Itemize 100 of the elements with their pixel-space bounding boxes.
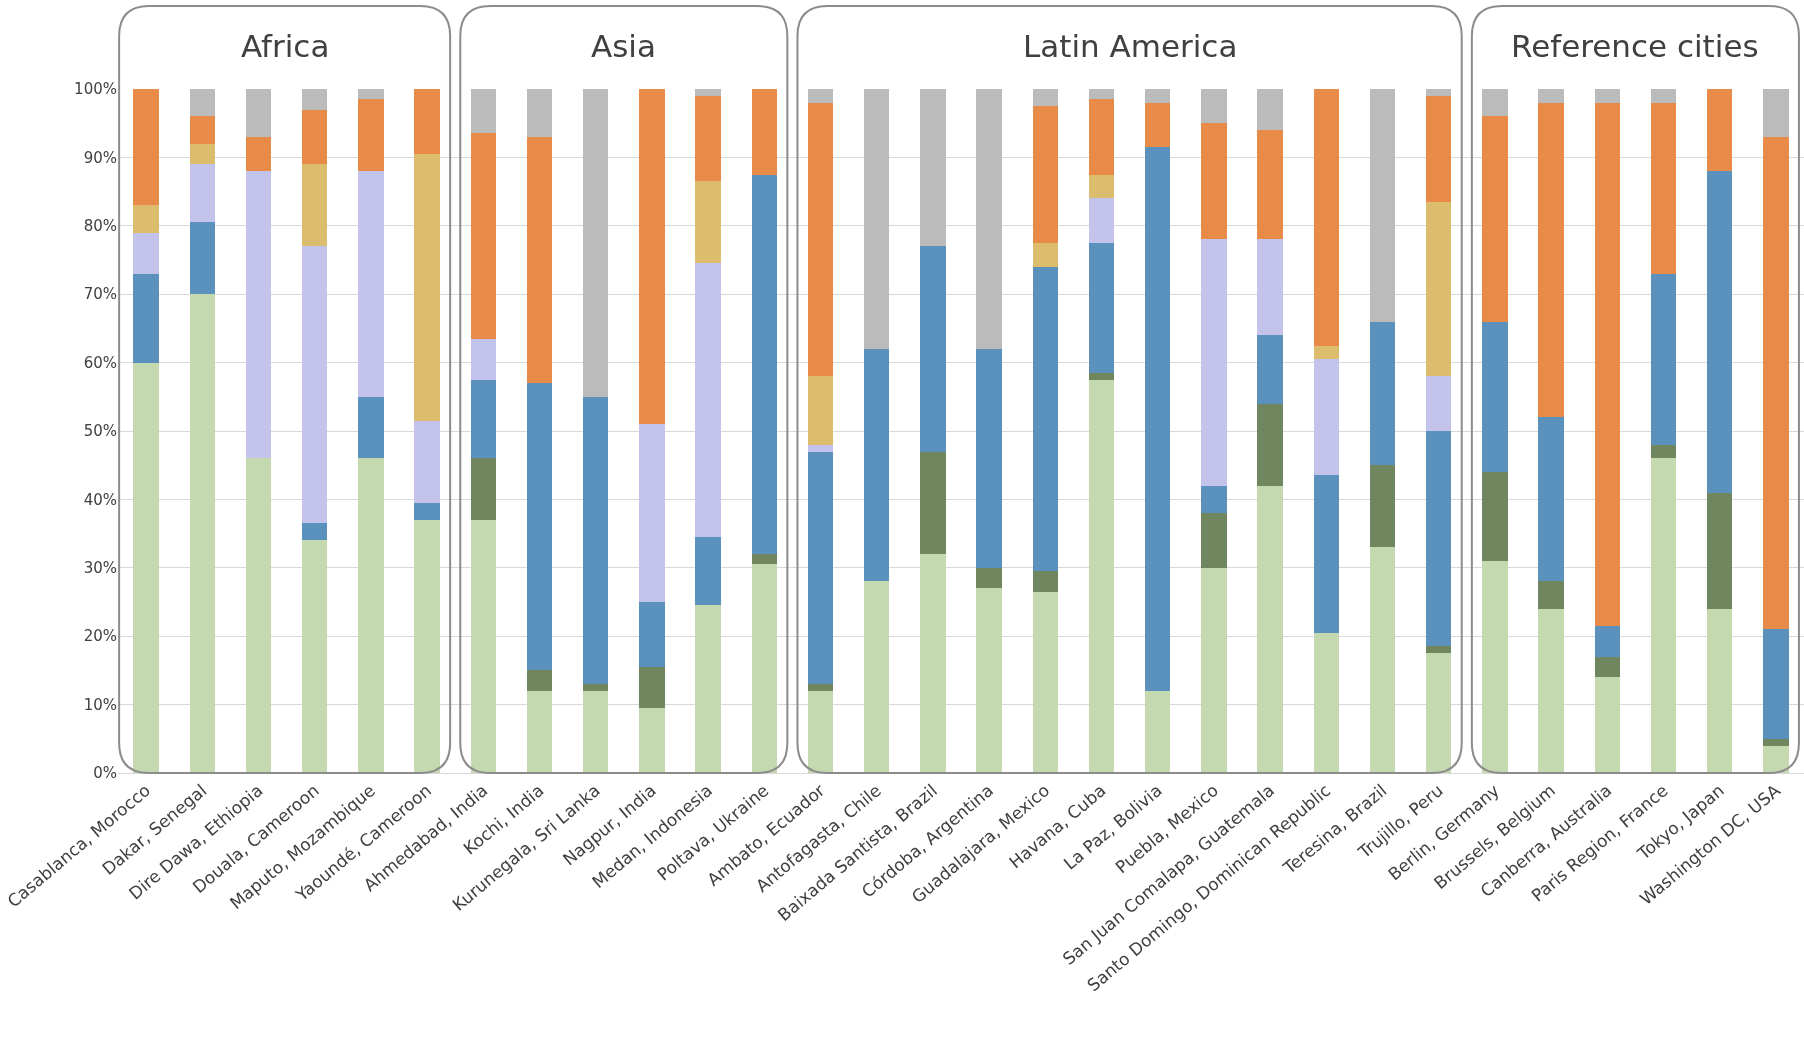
bar (864, 581, 890, 773)
bar (302, 540, 328, 773)
bar (639, 666, 665, 709)
bar (1313, 345, 1339, 360)
bar (133, 205, 159, 233)
bar (807, 89, 834, 103)
bar (1088, 99, 1115, 175)
bar (1763, 89, 1789, 137)
bar (1707, 608, 1733, 773)
bar (414, 519, 440, 773)
bar (133, 273, 159, 363)
bar (133, 232, 159, 274)
bar (807, 102, 834, 377)
bar (1032, 242, 1058, 267)
bar (245, 89, 272, 137)
bar (583, 396, 609, 685)
y-tick-label: 10% (83, 695, 117, 714)
bar (1145, 102, 1171, 148)
bar (526, 383, 553, 671)
bar (1594, 625, 1620, 657)
bar (189, 143, 215, 165)
bar (695, 537, 721, 606)
bar (358, 89, 384, 100)
text: Reference cities (1511, 28, 1759, 64)
bar (1145, 89, 1171, 103)
bar (1594, 102, 1620, 626)
bar (1763, 136, 1789, 630)
bar (470, 458, 496, 520)
bar (1707, 171, 1733, 493)
y-tick-label: 100% (74, 80, 117, 99)
bar (695, 605, 721, 773)
bar (1426, 431, 1452, 647)
bar (1088, 242, 1115, 373)
bar (1538, 608, 1564, 773)
bar (1201, 567, 1227, 773)
bar (358, 171, 384, 397)
bar (133, 89, 159, 206)
bar (1145, 690, 1171, 773)
bar (751, 554, 777, 565)
bar (583, 690, 609, 773)
bar (414, 89, 440, 154)
bar (302, 164, 328, 247)
bar (1538, 102, 1564, 418)
bar (1650, 444, 1677, 459)
bar (1594, 89, 1620, 103)
bar (1313, 475, 1339, 633)
bar (695, 263, 721, 538)
y-tick-label: 40% (83, 490, 117, 509)
bar (695, 95, 721, 182)
bar (302, 109, 328, 165)
bar (245, 136, 272, 172)
bar (976, 567, 1002, 589)
bar (526, 136, 553, 384)
y-tick-label: 60% (83, 353, 117, 372)
bar (1707, 89, 1733, 172)
bar (1538, 417, 1564, 582)
text: Latin America (1023, 28, 1238, 64)
bar (695, 89, 721, 96)
bar (526, 690, 553, 773)
y-tick-label: 20% (83, 627, 117, 646)
bar (920, 554, 946, 773)
bar (526, 670, 553, 691)
bar (1426, 653, 1452, 773)
bar (358, 99, 384, 172)
bar (864, 348, 890, 582)
bar (1032, 591, 1058, 773)
bar (1257, 89, 1283, 131)
bar (1594, 677, 1620, 773)
y-tick-label: 80% (83, 217, 117, 236)
bar (470, 519, 496, 773)
bar (1369, 321, 1396, 466)
bar (1538, 581, 1564, 609)
bar (920, 246, 946, 452)
bar (751, 564, 777, 773)
bar (189, 222, 215, 295)
bar (807, 690, 834, 773)
bar (1088, 198, 1115, 243)
bar (414, 420, 440, 503)
bar (1482, 116, 1508, 322)
bar (1257, 403, 1283, 486)
text: Asia (591, 28, 656, 64)
bar (1088, 379, 1115, 773)
bar (189, 294, 215, 773)
bar (1482, 472, 1508, 561)
y-tick-label: 90% (83, 148, 117, 167)
bar (1201, 89, 1227, 124)
bar (245, 458, 272, 773)
bar (1369, 547, 1396, 773)
bar (1426, 646, 1452, 654)
bar (358, 458, 384, 773)
bar (583, 684, 609, 691)
bar (1257, 485, 1283, 773)
bar (1369, 89, 1396, 322)
bar (1257, 335, 1283, 404)
bar (583, 89, 609, 397)
bar (1313, 632, 1339, 773)
bar (1032, 89, 1058, 107)
y-tick-label: 0% (93, 764, 117, 783)
bar (639, 602, 665, 667)
bar (1088, 174, 1115, 199)
